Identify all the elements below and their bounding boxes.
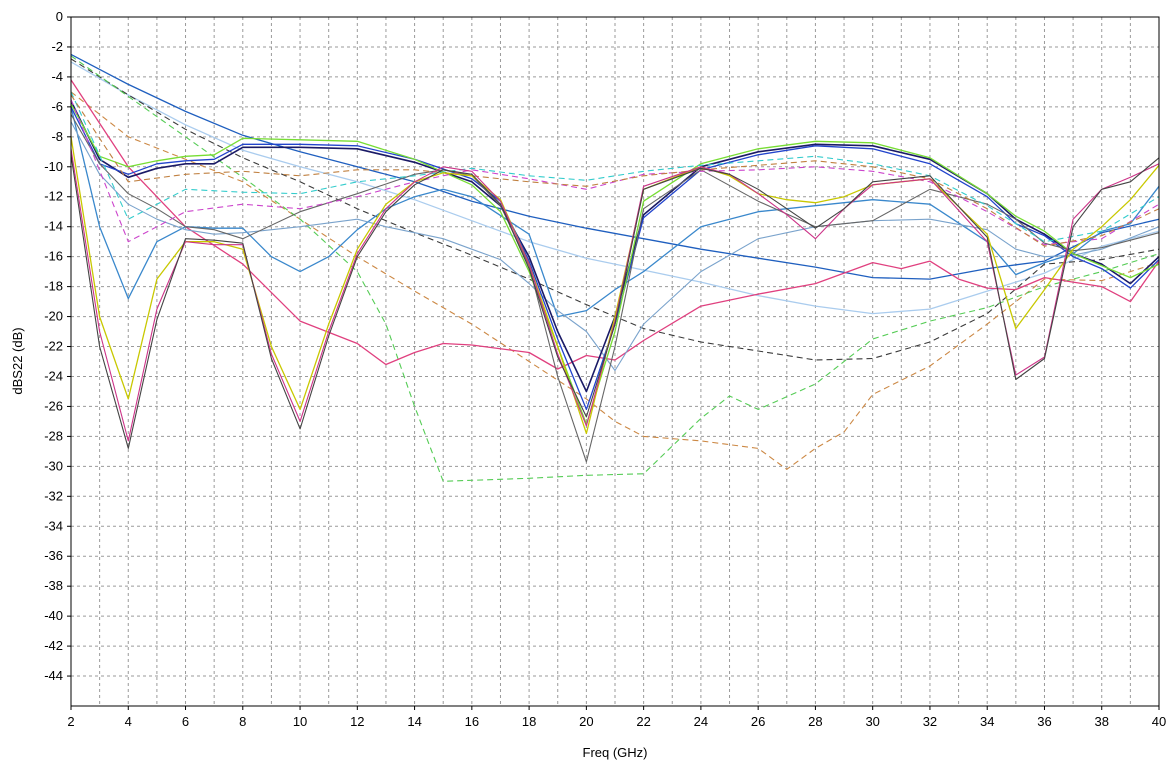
series-line-8 — [70, 121, 1160, 372]
series-line-9 — [70, 100, 1160, 393]
series-line-14 — [70, 91, 1160, 243]
y-tick-label: -8 — [51, 129, 63, 144]
y-tick-label: -28 — [44, 428, 63, 443]
x-tick-label: 38 — [1095, 714, 1109, 729]
y-tick-label: -34 — [44, 518, 63, 533]
plot-frame — [70, 16, 1160, 707]
x-tick-label: 18 — [522, 714, 536, 729]
x-tick-label: 10 — [293, 714, 307, 729]
y-tick-label: -14 — [44, 219, 63, 234]
series-line-18 — [70, 154, 1160, 449]
x-tick-label: 16 — [465, 714, 479, 729]
y-tick-label: -24 — [44, 368, 63, 383]
y-tick-label: -12 — [44, 189, 63, 204]
y-tick-label: -4 — [51, 69, 63, 84]
y-tick-label: -38 — [44, 578, 63, 593]
x-tick-label: 30 — [865, 714, 879, 729]
y-tick-label: -22 — [44, 339, 63, 354]
y-tick-label: -30 — [44, 458, 63, 473]
x-tick-label: 32 — [923, 714, 937, 729]
y-tick-label: -6 — [51, 99, 63, 114]
x-tick-label: 26 — [751, 714, 765, 729]
series-line-7 — [70, 106, 1160, 318]
series-line-5 — [70, 55, 1160, 482]
x-tick-label: 20 — [579, 714, 593, 729]
y-tick-label: -44 — [44, 668, 63, 683]
x-tick-label: 28 — [808, 714, 822, 729]
series-line-2 — [70, 61, 1160, 315]
grid — [71, 17, 1159, 706]
series-line-12 — [70, 114, 1160, 463]
y-tick-label: -20 — [44, 309, 63, 324]
x-tick-label: 8 — [239, 714, 246, 729]
x-tick-label: 4 — [125, 714, 132, 729]
y-tick-label: -18 — [44, 279, 63, 294]
x-tick-label: 40 — [1152, 714, 1166, 729]
y-axis-label: dBS22 (dB) — [10, 327, 25, 394]
y-tick-label: -36 — [44, 548, 63, 563]
y-tick-label: -42 — [44, 638, 63, 653]
x-tick-label: 34 — [980, 714, 994, 729]
series-group — [70, 53, 1160, 482]
axis-ticks: 2 4 6 8 10 12 14 16 18 20 22 24 26 28 30 32 34 36 38 400-2-… — [44, 9, 1166, 729]
x-tick-label: 36 — [1037, 714, 1051, 729]
x-tick-label: 12 — [350, 714, 364, 729]
x-tick-label: 6 — [182, 714, 189, 729]
y-tick-label: -2 — [51, 39, 63, 54]
series-line-15 — [70, 94, 1160, 247]
y-tick-label: -40 — [44, 608, 63, 623]
y-tick-label: -16 — [44, 249, 63, 264]
x-axis-label: Freq (GHz) — [583, 745, 648, 760]
y-tick-label: 0 — [56, 9, 63, 24]
series-line-17 — [70, 148, 1160, 442]
x-tick-label: 14 — [407, 714, 421, 729]
x-tick-label: 22 — [636, 714, 650, 729]
x-tick-label: 2 — [67, 714, 74, 729]
y-tick-label: -26 — [44, 398, 63, 413]
y-tick-label: -32 — [44, 488, 63, 503]
x-tick-label: 24 — [694, 714, 708, 729]
series-line-13 — [70, 99, 1160, 246]
y-tick-label: -10 — [44, 159, 63, 174]
